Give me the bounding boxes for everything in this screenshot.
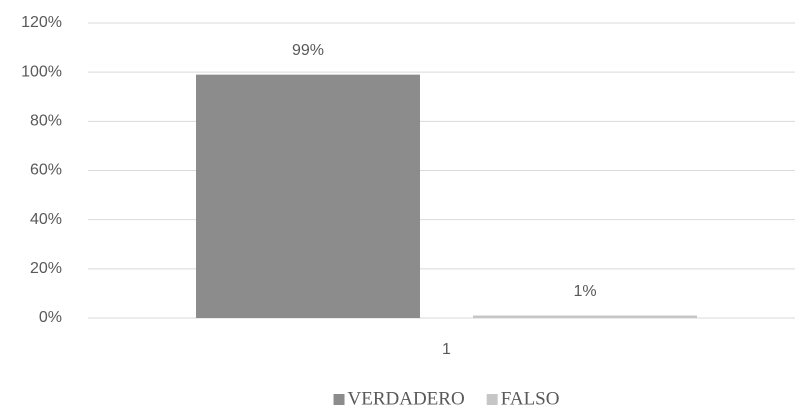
value-label: 99% bbox=[292, 42, 324, 59]
y-tick-label: 80% bbox=[30, 113, 62, 130]
legend-swatch bbox=[486, 394, 498, 405]
y-tick-label: 40% bbox=[30, 211, 62, 228]
legend-swatch bbox=[333, 394, 345, 405]
y-tick-label: 20% bbox=[30, 260, 62, 277]
y-tick-label: 120% bbox=[21, 14, 62, 31]
y-tick-label: 60% bbox=[30, 162, 62, 179]
value-label: 1% bbox=[573, 283, 596, 300]
bar bbox=[196, 74, 420, 318]
y-tick-label: 100% bbox=[21, 63, 62, 80]
legend-label: FALSO bbox=[501, 388, 560, 409]
bar bbox=[473, 315, 697, 318]
y-tick-label: 0% bbox=[39, 309, 62, 326]
x-tick-label: 1 bbox=[442, 341, 451, 358]
legend-label: VERDADERO bbox=[348, 388, 465, 409]
